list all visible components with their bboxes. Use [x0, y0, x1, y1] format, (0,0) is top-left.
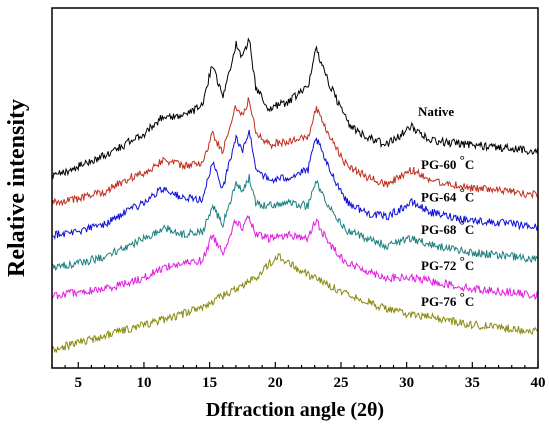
series-line — [51, 252, 539, 354]
series-label: PG-72 °C — [421, 253, 474, 273]
x-tick-label: 35 — [465, 375, 480, 391]
series-line — [51, 214, 539, 301]
series-label: Native — [418, 104, 454, 119]
x-axis: 5 10 15 20 25 30 35 40 — [51, 362, 546, 391]
x-tick-label: 10 — [136, 375, 151, 391]
series-line — [51, 37, 539, 179]
plot-area — [51, 37, 539, 354]
x-tick-label: 25 — [333, 375, 348, 391]
x-tick-label: 30 — [399, 375, 414, 391]
x-tick-label: 5 — [75, 375, 83, 391]
series-label: PG-76 °C — [421, 289, 474, 309]
x-tick-label: 20 — [268, 375, 283, 391]
series-labels: Native PG-60 °C PG-64 °C PG-68 °C PG-72 °C PG… — [418, 104, 474, 309]
x-tick-label: 15 — [202, 375, 217, 391]
series-label: PG-60 °C — [421, 152, 474, 172]
series-line — [51, 129, 539, 241]
series-label: PG-64 °C — [421, 185, 474, 205]
x-axis-title: Dffraction angle (2θ) — [206, 399, 384, 421]
x-tick-label: 40 — [531, 375, 546, 391]
series-line — [51, 174, 539, 272]
series-line — [51, 97, 539, 207]
series-label: PG-68 °C — [421, 217, 474, 237]
y-axis-title: Relative intensity — [4, 99, 30, 277]
plot-frame — [51, 7, 539, 369]
